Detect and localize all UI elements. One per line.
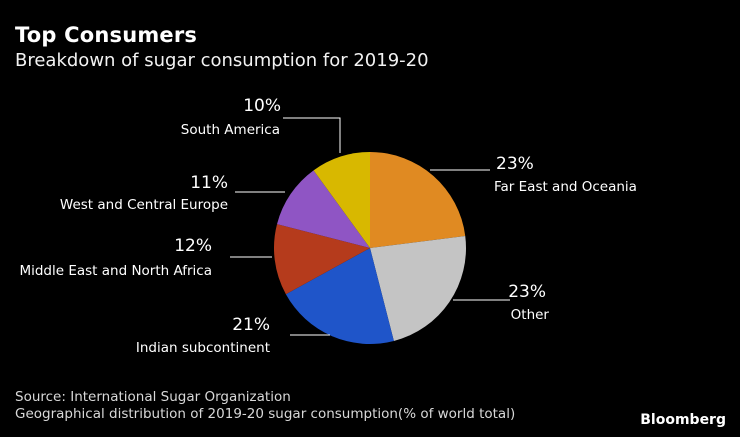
chart-title: Top Consumers [15,23,198,47]
slice-percent-label: 10% [243,96,281,116]
chart-footer: Source: International Sugar Organization… [15,389,515,423]
pie-slice-middle-east-and-north-africa [274,224,370,295]
slice-percent-label: 21% [232,315,270,335]
pie-slice-other [370,235,466,341]
description-note: Geographical distribution of 2019-20 sug… [15,406,516,422]
slice-percent-label: 12% [174,236,212,256]
pie-slice-indian-subcontinent [285,248,394,344]
slice-category-label: West and Central Europe [60,197,228,213]
slice-percent-label: 11% [190,173,228,193]
bloomberg-logo: Bloomberg [640,412,726,428]
pie-slices [274,152,466,344]
chart-subtitle: Breakdown of sugar consumption for 2019-… [15,50,429,71]
leader-lines [230,117,510,336]
source-note: Source: International Sugar Organization [15,389,291,405]
slice-category-label: Far East and Oceania [494,179,637,195]
slice-category-label: Indian subcontinent [136,340,270,356]
pie-slice-south-america [313,152,370,248]
slice-category-label: South America [181,122,280,138]
slice-labels: 23% Far East and Oceania 23% Other 21% Indian… [19,96,637,356]
leader-line [283,117,341,153]
pie-slice-west-and-central-europe [277,170,370,248]
slice-percent-label: 23% [496,154,534,174]
slice-percent-label: 23% [508,282,546,302]
pie-slice-far-east-and-oceania [370,152,466,248]
slice-category-label: Other [511,307,550,323]
slice-category-label: Middle East and North Africa [19,263,212,279]
